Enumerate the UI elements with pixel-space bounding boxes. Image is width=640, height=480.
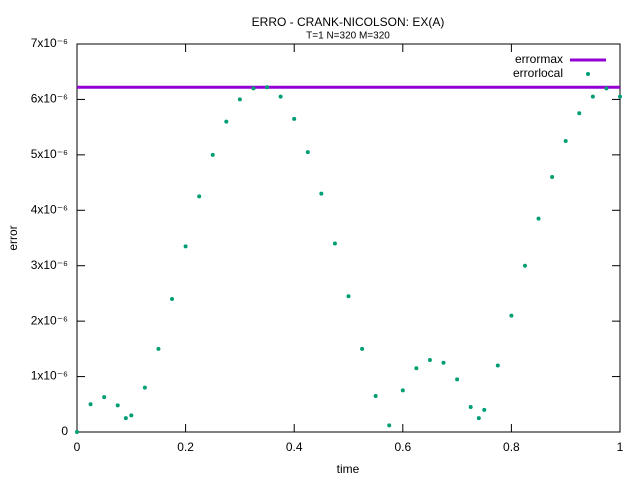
data-point xyxy=(75,430,79,434)
legend-label: errormax xyxy=(515,52,563,66)
data-point xyxy=(319,191,324,196)
data-point xyxy=(102,395,107,400)
data-point xyxy=(476,416,481,421)
data-point xyxy=(360,346,365,351)
data-point xyxy=(522,263,527,268)
data-point xyxy=(590,94,595,99)
data-point xyxy=(618,94,622,99)
chart-subtitle: T=1 N=320 M=320 xyxy=(306,31,390,42)
data-point xyxy=(88,402,93,407)
data-point xyxy=(129,413,134,418)
data-point xyxy=(170,296,175,301)
data-point xyxy=(156,346,161,351)
data-point xyxy=(123,416,128,421)
y-axis-label: error xyxy=(6,225,20,250)
y-tick-label: 1x10⁻⁶ xyxy=(31,369,68,383)
x-axis-label: time xyxy=(337,462,360,476)
data-point xyxy=(142,385,147,390)
y-tick-label: 5x10⁻⁶ xyxy=(31,147,68,161)
y-tick-label: 7x10⁻⁶ xyxy=(31,36,68,50)
x-tick-label: 0.6 xyxy=(394,440,411,454)
data-point xyxy=(251,86,256,91)
data-point xyxy=(536,216,541,221)
data-point xyxy=(265,85,270,90)
data-point xyxy=(495,363,500,368)
data-point xyxy=(577,111,582,116)
y-tick-label: 0 xyxy=(61,424,68,438)
data-point xyxy=(292,116,297,121)
data-point xyxy=(441,360,446,365)
data-point xyxy=(346,294,351,299)
data-point xyxy=(197,194,202,199)
data-point xyxy=(482,407,487,412)
chart-title: ERRO - CRANK-NICOLSON: EX(A) xyxy=(252,15,445,29)
data-point xyxy=(373,393,378,398)
y-tick-label: 2x10⁻⁶ xyxy=(31,313,68,327)
data-point xyxy=(183,244,188,249)
data-point xyxy=(550,175,555,180)
data-point xyxy=(210,152,215,157)
data-point xyxy=(387,423,392,428)
data-point xyxy=(237,97,242,102)
data-point xyxy=(563,139,568,143)
data-point xyxy=(509,313,514,318)
y-tick-label: 3x10⁻⁶ xyxy=(31,258,68,272)
legend-swatch xyxy=(586,72,590,76)
plot-frame xyxy=(76,43,621,433)
data-point xyxy=(278,94,283,99)
data-point xyxy=(427,357,432,362)
y-tick-label: 4x10⁻⁶ xyxy=(31,202,68,216)
data-point xyxy=(455,377,460,382)
x-tick-label: 0.2 xyxy=(177,440,194,454)
data-point xyxy=(224,119,229,124)
data-point xyxy=(414,366,419,371)
data-point xyxy=(115,403,120,408)
data-point xyxy=(332,241,337,246)
x-tick-label: 0.4 xyxy=(286,440,303,454)
data-point xyxy=(604,86,609,91)
legend-label: errorlocal xyxy=(513,66,563,80)
y-tick-label: 6x10⁻⁶ xyxy=(31,92,68,106)
x-tick-label: 0.8 xyxy=(503,440,520,454)
data-point xyxy=(305,150,310,155)
x-tick-label: 0 xyxy=(74,440,81,454)
data-point xyxy=(400,388,405,393)
x-tick-label: 1 xyxy=(617,440,624,454)
data-point xyxy=(468,405,473,410)
